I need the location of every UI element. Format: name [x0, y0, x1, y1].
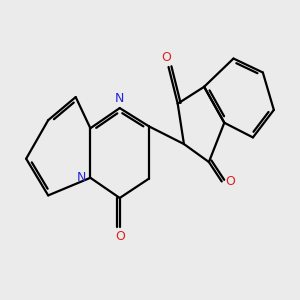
- Text: O: O: [115, 230, 125, 243]
- Text: N: N: [77, 171, 86, 184]
- Text: O: O: [161, 50, 171, 64]
- Text: O: O: [225, 175, 235, 188]
- Text: N: N: [115, 92, 124, 105]
